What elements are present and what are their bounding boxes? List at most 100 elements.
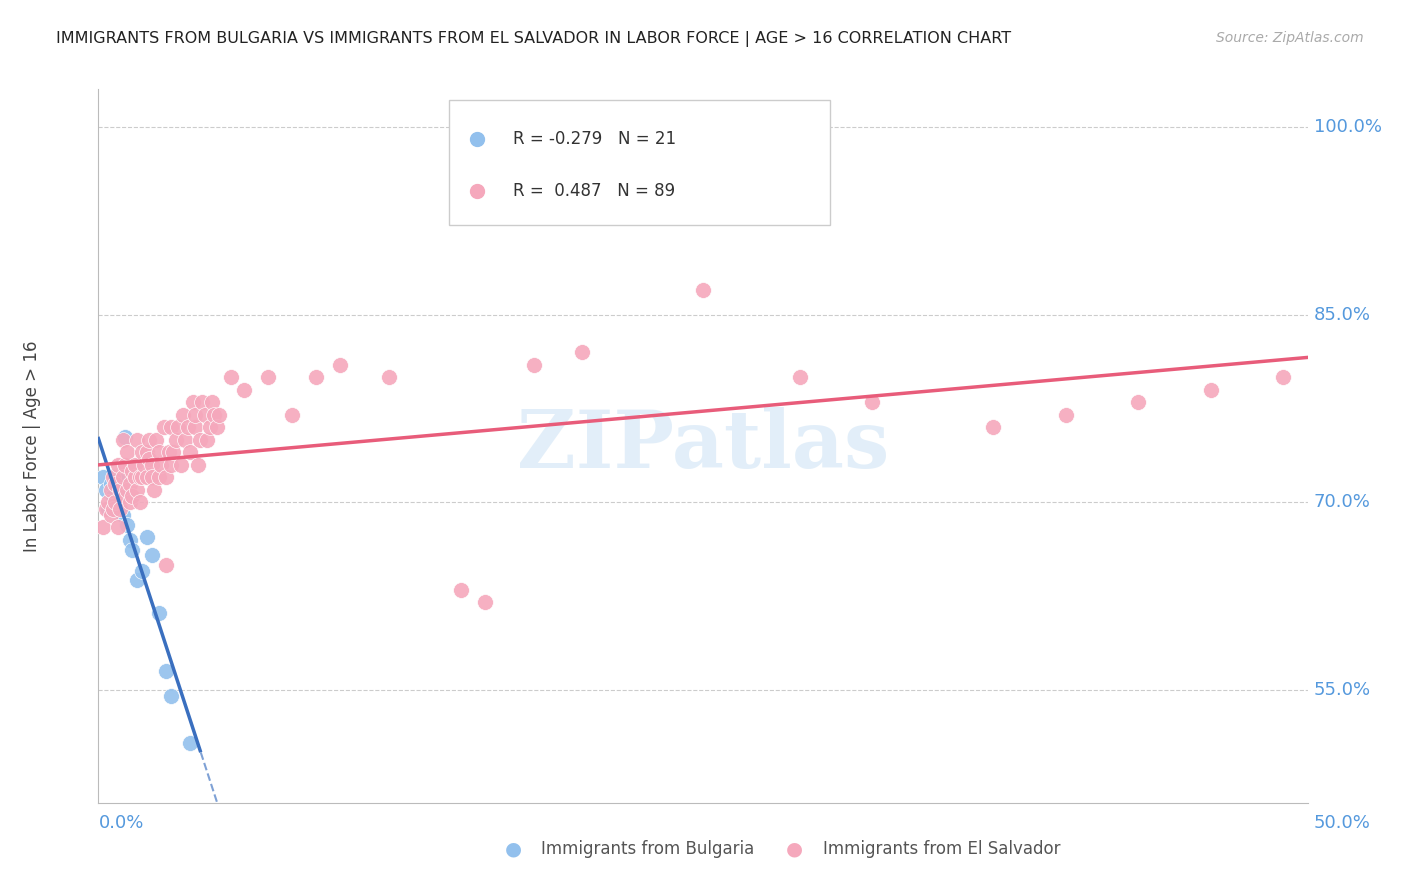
- Text: IMMIGRANTS FROM BULGARIA VS IMMIGRANTS FROM EL SALVADOR IN LABOR FORCE | AGE > 1: IMMIGRANTS FROM BULGARIA VS IMMIGRANTS F…: [56, 31, 1011, 47]
- Text: ●: ●: [786, 839, 803, 859]
- Point: [107, 458, 129, 472]
- Point: [201, 395, 224, 409]
- Point: [160, 420, 183, 434]
- Point: [177, 420, 200, 434]
- Point: [329, 358, 352, 372]
- Point: [208, 408, 231, 422]
- Text: ZIPatlas: ZIPatlas: [517, 407, 889, 485]
- Point: [474, 595, 496, 609]
- Point: [305, 370, 328, 384]
- Point: [148, 606, 170, 620]
- Point: [150, 458, 173, 472]
- Point: [111, 433, 134, 447]
- Point: [160, 690, 183, 704]
- Point: [128, 495, 150, 509]
- Point: [141, 458, 163, 472]
- Point: [131, 445, 153, 459]
- Point: [981, 420, 1004, 434]
- Point: [571, 345, 593, 359]
- Text: Immigrants from Bulgaria: Immigrants from Bulgaria: [541, 840, 755, 858]
- Point: [124, 458, 146, 472]
- Point: [184, 408, 207, 422]
- Point: [97, 501, 120, 516]
- Point: [117, 517, 139, 532]
- Point: [188, 433, 211, 447]
- Point: [1128, 395, 1150, 409]
- Point: [160, 458, 183, 472]
- Point: [221, 370, 243, 384]
- Point: [148, 470, 170, 484]
- Point: [101, 489, 124, 503]
- Point: [121, 489, 143, 503]
- Point: [141, 548, 163, 562]
- Point: [179, 736, 201, 750]
- Point: [121, 542, 143, 557]
- Point: [205, 420, 228, 434]
- Point: [111, 508, 134, 522]
- Point: [143, 483, 166, 497]
- Point: [104, 470, 127, 484]
- Point: [138, 451, 160, 466]
- Text: Source: ZipAtlas.com: Source: ZipAtlas.com: [1216, 31, 1364, 45]
- Point: [450, 582, 472, 597]
- Point: [135, 530, 157, 544]
- Point: [101, 501, 124, 516]
- Point: [127, 483, 149, 497]
- Point: [174, 433, 197, 447]
- Point: [114, 458, 136, 472]
- Point: [117, 445, 139, 459]
- Point: [100, 508, 122, 522]
- Point: [187, 458, 209, 472]
- Point: [131, 564, 153, 578]
- Point: [108, 501, 131, 516]
- Point: [138, 433, 160, 447]
- Point: [118, 533, 141, 547]
- Point: [118, 476, 141, 491]
- Point: [155, 470, 177, 484]
- Point: [145, 433, 167, 447]
- Point: [844, 207, 866, 221]
- Point: [131, 470, 153, 484]
- Point: [108, 489, 131, 503]
- Point: [94, 483, 117, 497]
- Point: [1272, 370, 1295, 384]
- Point: [1054, 408, 1077, 422]
- Point: [169, 458, 191, 472]
- Point: [107, 520, 129, 534]
- Point: [94, 501, 117, 516]
- Text: In Labor Force | Age > 16: In Labor Force | Age > 16: [22, 340, 41, 552]
- Text: Immigrants from El Salvador: Immigrants from El Salvador: [823, 840, 1060, 858]
- Point: [844, 299, 866, 313]
- Point: [104, 495, 127, 509]
- Text: R = -0.279   N = 21: R = -0.279 N = 21: [513, 130, 676, 148]
- Point: [135, 445, 157, 459]
- Text: 55.0%: 55.0%: [1313, 681, 1371, 699]
- Point: [523, 358, 546, 372]
- Point: [135, 470, 157, 484]
- Point: [281, 408, 304, 422]
- Point: [114, 430, 136, 444]
- Point: [157, 445, 180, 459]
- FancyBboxPatch shape: [449, 100, 830, 225]
- Text: R =  0.487   N = 89: R = 0.487 N = 89: [513, 182, 675, 200]
- Point: [111, 470, 134, 484]
- Text: 70.0%: 70.0%: [1313, 493, 1371, 511]
- Point: [181, 395, 204, 409]
- Text: ●: ●: [505, 839, 522, 859]
- Point: [121, 464, 143, 478]
- Point: [107, 473, 129, 487]
- Point: [377, 370, 399, 384]
- Point: [100, 483, 122, 497]
- Text: 0.0%: 0.0%: [98, 814, 143, 831]
- Point: [184, 420, 207, 434]
- Point: [194, 408, 217, 422]
- Point: [692, 283, 714, 297]
- Point: [114, 489, 136, 503]
- Point: [118, 495, 141, 509]
- Point: [204, 408, 226, 422]
- Point: [152, 420, 174, 434]
- Text: 85.0%: 85.0%: [1313, 306, 1371, 324]
- Point: [108, 483, 131, 497]
- Point: [104, 476, 127, 491]
- Point: [91, 470, 114, 484]
